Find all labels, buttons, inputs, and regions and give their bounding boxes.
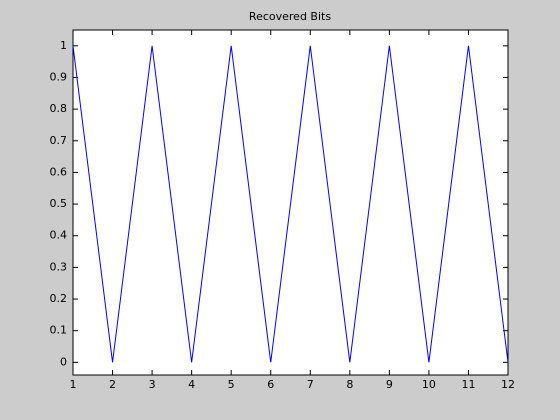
y-tick-label: 0.1 [50,324,68,337]
x-tick-label: 9 [386,378,393,391]
x-tick-label: 2 [109,378,116,391]
x-tick-label: 4 [188,378,195,391]
y-tick-label: 0.9 [50,70,68,83]
x-tick-label: 6 [267,378,274,391]
y-tick-label: 0.6 [50,165,68,178]
y-tick-label: 0.5 [50,197,68,210]
y-tick-label: 0.7 [50,134,68,147]
y-tick-label: 0 [60,355,67,368]
x-tick-label: 1 [70,378,77,391]
data-line [72,45,509,363]
y-tick-label: 0.8 [50,102,68,115]
x-tick-label: 10 [422,378,436,391]
x-tick-label: 12 [501,378,515,391]
x-tick-label: 8 [346,378,353,391]
y-tick-label: 0.4 [50,229,68,242]
axes-box [72,29,509,376]
y-tick-label: 0.3 [50,260,68,273]
y-tick-label: 1 [60,39,67,52]
y-tick-label: 0.2 [50,292,68,305]
x-tick-label: 3 [149,378,156,391]
chart-title: Recovered Bits [249,10,331,23]
x-tick-label: 11 [461,378,475,391]
x-tick-label: 5 [228,378,235,391]
x-tick-label: 7 [307,378,314,391]
